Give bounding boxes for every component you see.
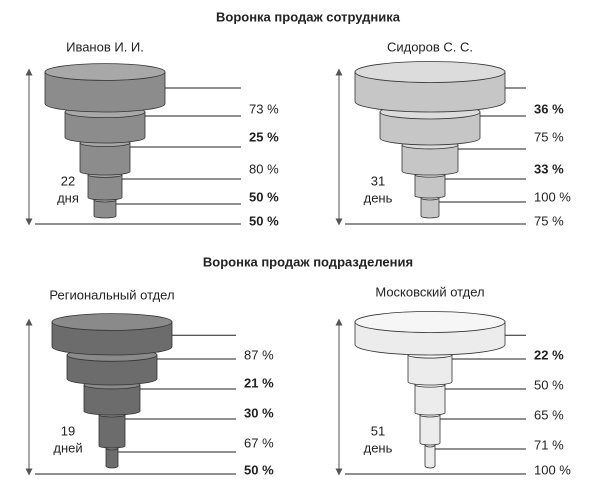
conversion-label: 50 % [249, 213, 279, 228]
conversion-label: 75 % [534, 213, 564, 228]
funnel-tier [407, 354, 453, 386]
conversion-label: 65 % [534, 407, 564, 422]
funnel-tier [83, 384, 141, 416]
funnel-tier [354, 71, 506, 113]
days-unit: дня [57, 190, 79, 205]
days-number: 19 [61, 423, 75, 438]
conversion-label: 36 % [534, 101, 564, 116]
funnel-tier [87, 174, 123, 201]
funnel-tier [420, 197, 440, 219]
funnel-tier [98, 414, 126, 449]
section-title: Воронка продаж сотрудника [216, 9, 401, 24]
funnel-name: Сидоров С. С. [387, 39, 473, 54]
conversion-label: 100 % [534, 189, 571, 204]
days-unit: день [364, 440, 393, 455]
funnel-tier [105, 447, 119, 469]
funnel-tier [64, 111, 146, 144]
conversion-label: 50 % [534, 377, 564, 392]
funnel-tier [66, 354, 158, 386]
conversion-label: 100 % [534, 462, 571, 477]
section-title: Воронка продаж подразделения [203, 254, 413, 269]
conversion-label: 25 % [249, 129, 279, 144]
conversion-label: 71 % [534, 437, 564, 452]
funnel-tier [414, 384, 446, 416]
conversion-label: 33 % [534, 161, 564, 176]
funnel-tier [93, 199, 117, 219]
funnel-tier [51, 321, 173, 356]
days-number: 22 [61, 173, 75, 188]
conversion-label: 67 % [244, 435, 274, 450]
funnel-name: Иванов И. И. [66, 39, 144, 54]
conversion-label: 73 % [249, 101, 279, 116]
funnel-tier-top [44, 63, 166, 81]
funnel-tier [401, 144, 459, 176]
funnel-tier-top [354, 61, 506, 83]
conversion-label: 50 % [244, 462, 274, 477]
conversion-label: 50 % [249, 189, 279, 204]
conversion-label: 21 % [244, 375, 274, 390]
funnel-tier-top [51, 313, 173, 331]
days-number: 31 [371, 173, 385, 188]
conversion-label: 30 % [244, 405, 274, 420]
conversion-label: 87 % [244, 347, 274, 362]
funnel-tier [419, 414, 441, 446]
days-number: 51 [371, 423, 385, 438]
days-unit: день [364, 190, 393, 205]
funnel-tier [44, 71, 166, 113]
conversion-label: 75 % [534, 129, 564, 144]
funnel-tier-top [354, 311, 506, 333]
funnel-tier [79, 142, 131, 176]
funnel-tier [414, 174, 446, 199]
funnel-tier [379, 111, 481, 146]
funnel-tier [424, 444, 436, 469]
conversion-label: 22 % [534, 347, 564, 362]
days-unit: дней [53, 440, 82, 455]
funnel-name: Московский отдел [375, 284, 484, 299]
funnel-name: Региональный отдел [49, 287, 174, 302]
conversion-label: 80 % [249, 161, 279, 176]
